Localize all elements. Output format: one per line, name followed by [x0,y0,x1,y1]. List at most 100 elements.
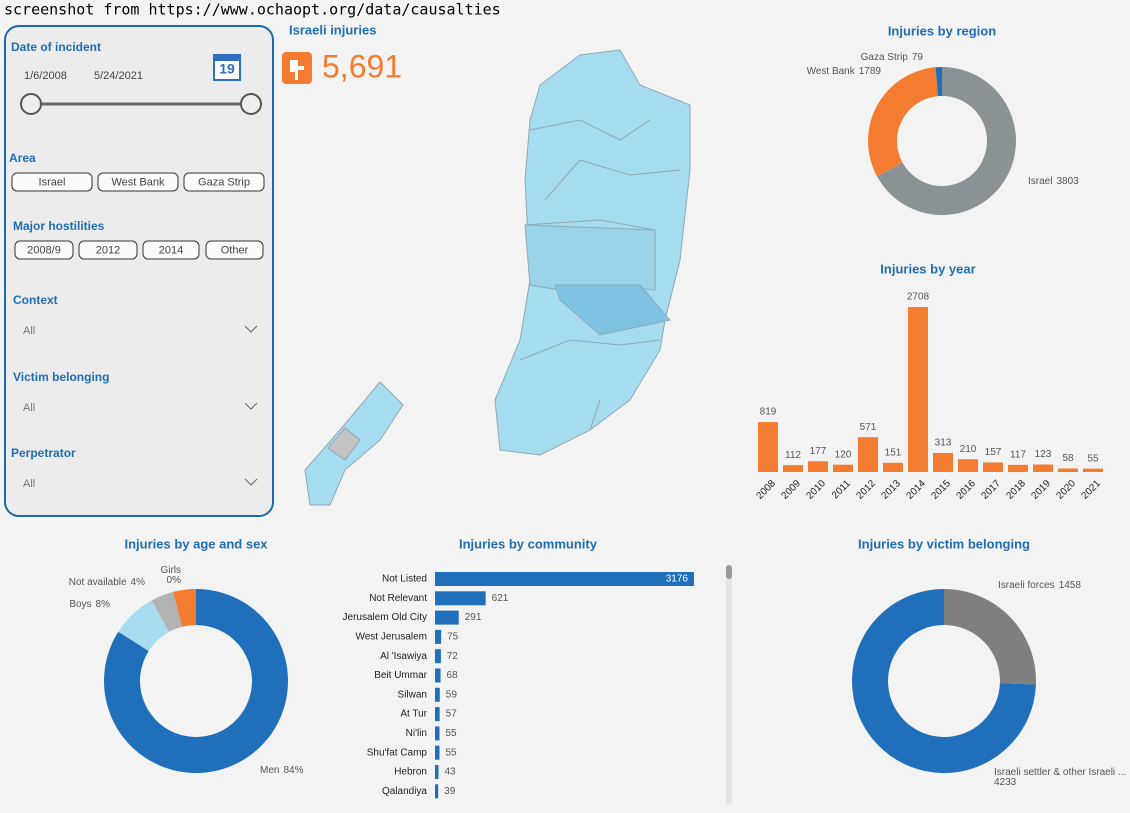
slice-label: West Bank 1789 [807,66,882,77]
button-label: West Bank [112,176,165,188]
bar [1083,468,1103,472]
slice-category: Girls [160,565,181,576]
slice-label: Girls 0% [160,565,181,586]
filter-button[interactable]: 2008/9 [14,240,74,260]
bar [435,649,441,664]
slice-value: 79 [912,52,924,63]
button-frame[interactable] [183,172,265,192]
dropdown-chevron[interactable] [244,402,258,410]
filter-label: Area [9,151,36,165]
category-label: West Jerusalem [355,632,427,643]
value-label: 55 [445,747,457,758]
slice-label: Gaza Strip 79 [861,52,924,63]
value-label: 57 [446,709,458,720]
slice [944,589,1036,685]
slice-category: Israeli settler & other Israeli ... [994,767,1126,778]
slice-value: 4% [131,577,146,588]
button-frame[interactable] [78,240,138,260]
value-label: 177 [810,446,827,457]
filter-button[interactable]: 2014 [142,240,200,260]
value-label: 112 [785,450,801,461]
button-frame[interactable] [97,172,179,192]
button-frame[interactable] [14,240,74,260]
value-label: 58 [1062,453,1074,464]
slice-value: 0% [167,575,182,586]
calendar-top [214,55,240,61]
slider-handle[interactable] [240,93,262,115]
filter-button[interactable]: Other [205,240,264,260]
dropdown[interactable]: All [23,325,258,337]
scrollbar[interactable] [726,565,732,805]
bar [435,591,486,606]
chart-title: Injuries by year [880,261,975,276]
chart-title: Injuries by community [459,536,598,551]
value-label: 313 [935,438,952,449]
slice-value: 3803 [1056,176,1079,187]
filter-label: Victim belonging [13,370,109,384]
button-label: Gaza Strip [198,176,250,188]
dropdown-value: All [23,325,35,337]
map-region [524,224,656,291]
value-label: 571 [860,422,877,433]
dropdown-chevron[interactable] [244,478,258,486]
bar [933,452,953,472]
dropdown-chevron[interactable] [244,325,258,333]
dropdown[interactable]: All [23,478,258,490]
slice [104,589,288,773]
bar [908,307,928,472]
slice-label: Israeli forces 1458 [998,580,1081,591]
button-label: Other [221,244,249,256]
button-label: 2012 [96,244,120,256]
bar [435,707,440,722]
value-label: 55 [445,728,457,739]
filter-button[interactable]: 2012 [78,240,138,260]
bar [783,465,803,472]
bar [435,572,694,586]
filter-button[interactable]: Gaza Strip [183,172,265,192]
filter-button[interactable]: Israel [11,172,93,192]
dropdown[interactable]: All [23,402,258,414]
category-label: Not Listed [382,574,427,585]
value-label: 68 [447,670,459,681]
filter-button[interactable]: West Bank [97,172,179,192]
category-label: At Tur [400,709,427,720]
category-label: Hebron [394,767,427,778]
button-frame[interactable] [205,240,264,260]
button-frame[interactable] [11,172,93,192]
slice-label: Not available 4% [69,577,145,588]
date-start: 1/6/2008 [24,70,67,82]
category-label: Silwan [398,689,427,700]
bar [808,461,828,472]
kpi-value: 5,691 [322,48,402,84]
dropdowns: Context All Victim belonging All Perpetrator… [11,293,258,490]
bar [435,745,440,760]
bar [435,629,442,644]
value-label: 2708 [907,292,930,303]
bar [883,462,903,472]
bar [1008,464,1028,472]
value-label: 157 [985,447,1002,458]
slice-label: Boys 8% [69,599,110,610]
calendar-icon[interactable]: 19 [213,54,241,81]
bar [435,610,459,625]
button-frame[interactable] [142,240,200,260]
bar [435,687,440,702]
slice-value: 4233 [994,777,1017,788]
scrollbar-thumb[interactable] [726,565,732,579]
date-end: 5/24/2021 [94,70,143,82]
value-label: 3176 [666,574,689,585]
button-label: 2008/9 [27,244,61,256]
slider-handle[interactable] [20,93,42,115]
map-region [554,284,671,336]
slice-label: Men 84% [260,765,304,776]
slice-category: Israeli forces [998,580,1055,591]
value-label: 151 [885,447,902,458]
value-label: 59 [446,689,458,700]
bar [958,459,978,472]
bar [435,668,441,683]
value-label: 39 [444,786,456,797]
category-label: Qalandiya [382,786,427,797]
value-label: 43 [445,767,457,778]
value-label: 291 [465,612,482,623]
